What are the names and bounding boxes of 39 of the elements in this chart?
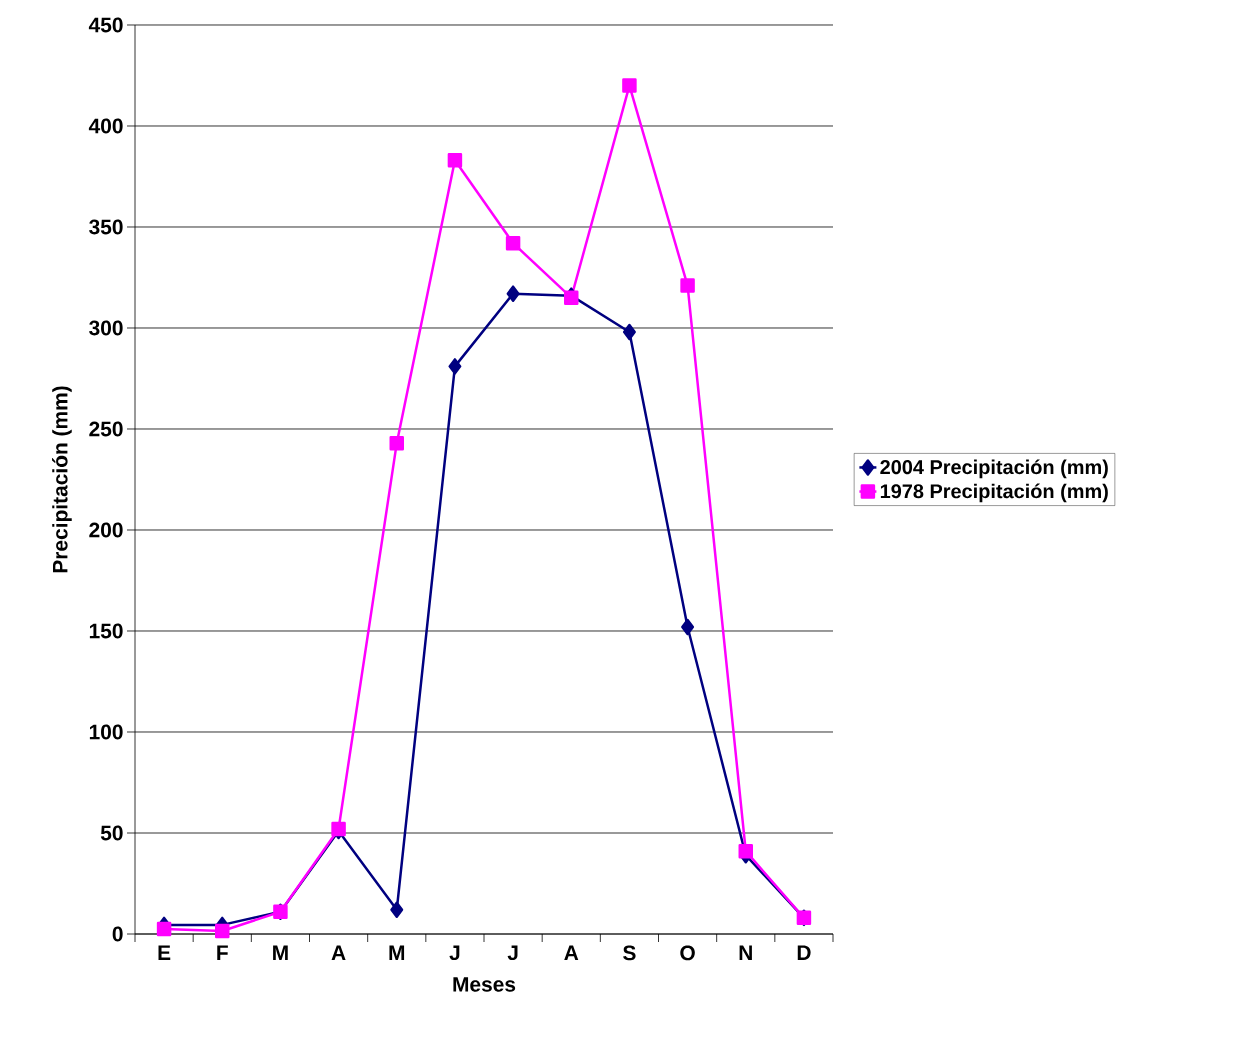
x-tick-label: M xyxy=(389,945,405,960)
x-tick-label: E xyxy=(158,945,171,960)
point xyxy=(215,923,230,939)
point xyxy=(681,618,695,636)
x-tick-label: A xyxy=(331,945,346,960)
point xyxy=(156,921,172,937)
point xyxy=(390,901,404,919)
y-axis-title: Precipitación (mm) xyxy=(52,386,72,573)
y-tick-label: 250 xyxy=(89,421,123,437)
y-tick-label: 50 xyxy=(100,825,123,841)
x-tick-label: F xyxy=(217,945,228,960)
point xyxy=(622,323,636,341)
legend-label: 1978 Precipitación (mm) xyxy=(880,483,1108,503)
point xyxy=(389,435,404,451)
legend-label: 2004 Precipitación (mm) xyxy=(880,459,1108,479)
y-tick-label: 200 xyxy=(89,522,123,538)
x-tick-label: J xyxy=(449,945,460,961)
y-tick-label: 0 xyxy=(112,926,123,942)
point xyxy=(738,843,754,859)
x-tick-label: O xyxy=(680,945,695,961)
x-tick-label: N xyxy=(739,945,752,960)
y-tick-label: 150 xyxy=(89,623,123,639)
x-tick-label: S xyxy=(623,945,636,961)
y-tick-label: 450 xyxy=(88,17,123,33)
point xyxy=(447,153,463,168)
y-tick-label: 400 xyxy=(88,118,123,134)
point xyxy=(622,78,637,93)
y-tick-label: 300 xyxy=(89,320,123,336)
x-tick-label: M xyxy=(273,945,288,960)
y-tick-label: 350 xyxy=(89,219,123,235)
x-axis-title: Meses xyxy=(453,977,516,992)
x-tick-label: J xyxy=(507,945,518,961)
x-tick-label: A xyxy=(564,945,579,960)
point xyxy=(506,285,520,302)
y-tick-label: 100 xyxy=(89,724,123,740)
point xyxy=(448,358,462,375)
point xyxy=(680,278,695,293)
x-tick-label: D xyxy=(797,945,811,960)
point xyxy=(505,235,521,251)
